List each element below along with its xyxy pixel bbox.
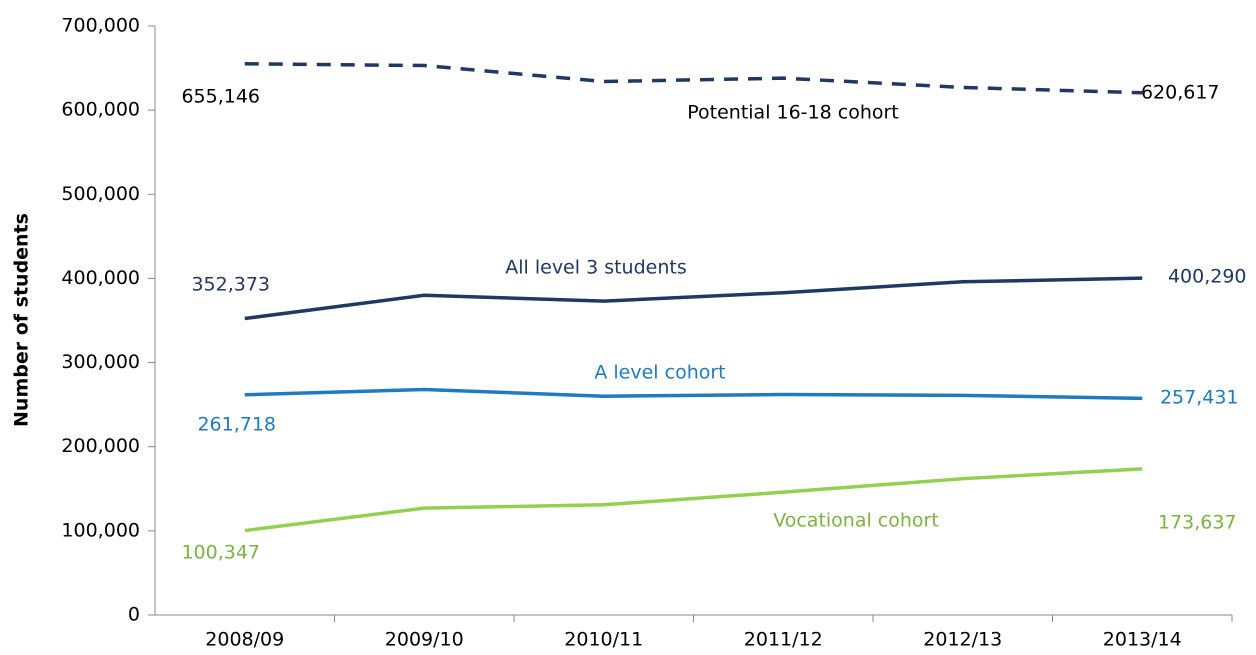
x-tick-label: 2011/12	[744, 629, 823, 651]
series-line	[244, 467, 1143, 533]
x-tick-label: 2009/10	[385, 629, 464, 651]
x-tick-label: 2008/09	[205, 629, 284, 651]
series-name: All level 3 students	[505, 257, 686, 279]
y-tick-label: 700,000	[61, 15, 140, 37]
series-name: Vocational cohort	[773, 510, 939, 532]
data-label: 257,431	[1160, 387, 1239, 409]
y-tick-label: 200,000	[61, 435, 140, 457]
data-label: 400,290	[1168, 266, 1247, 288]
y-tick-label: 400,000	[61, 267, 140, 289]
data-label: 352,373	[191, 274, 270, 296]
data-label: 261,718	[197, 414, 276, 436]
y-axis-title: Number of students	[11, 213, 33, 427]
series-line	[244, 61, 1143, 95]
y-tick-label: 600,000	[61, 99, 140, 121]
series-line	[244, 387, 1143, 401]
y-tick-label: 0	[128, 604, 140, 626]
series-name: Potential 16-18 cohort	[687, 102, 899, 124]
data-label: 100,347	[181, 542, 260, 564]
y-tick-label: 100,000	[61, 519, 140, 541]
x-tick-label: 2012/13	[923, 629, 1002, 651]
data-label: 655,146	[181, 86, 260, 108]
y-tick-label: 500,000	[61, 183, 140, 205]
series-line	[244, 276, 1143, 321]
data-label: 620,617	[1141, 82, 1220, 104]
x-tick-label: 2010/11	[564, 629, 643, 651]
data-label: 173,637	[1158, 512, 1237, 534]
x-tick-label: 2013/14	[1103, 629, 1182, 651]
series-name: A level cohort	[594, 362, 725, 384]
y-tick-label: 300,000	[61, 351, 140, 373]
